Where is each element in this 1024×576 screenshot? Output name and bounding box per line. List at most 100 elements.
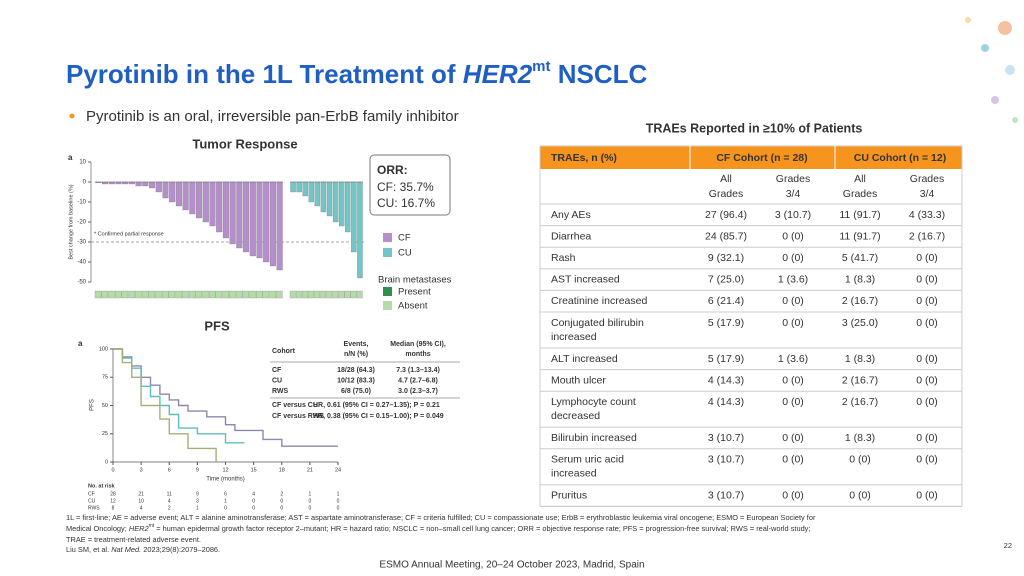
at-risk-value: 3 (196, 498, 199, 504)
table-cell: 0 (0) (916, 274, 938, 286)
x-tick-label: 15 (251, 467, 257, 473)
y-tick-label: 50 (102, 403, 108, 409)
row-label: ALT increased (551, 353, 618, 365)
table-subheader: Grades (776, 173, 810, 185)
bar (351, 181, 357, 253)
table-cell: 4 (14.3) (708, 396, 744, 408)
citation-part: Liu SM, et al. (66, 545, 111, 554)
brain-met-cell (148, 290, 155, 299)
y-tick-label: 100 (99, 346, 108, 352)
at-risk-value: 8 (112, 505, 115, 511)
brain-met-cell (326, 290, 333, 299)
at-risk-value: 0 (280, 505, 283, 511)
bar (263, 181, 270, 263)
km-curve (113, 348, 217, 462)
decor-dot (1012, 117, 1018, 123)
row-label: Rash (551, 252, 576, 264)
footnote: 1L = first-line; AE = adverse event; ALT… (66, 513, 816, 522)
brain-met-cell (128, 290, 135, 299)
x-tick-label: 0 (111, 467, 114, 473)
x-tick-label: 18 (279, 467, 285, 473)
table-cell: 0 (0) (916, 454, 938, 466)
panel-label: a (68, 153, 73, 162)
brain-met-cell (242, 290, 249, 299)
at-risk-value: 1 (224, 498, 227, 504)
bar (222, 181, 229, 239)
brain-met-cell (289, 290, 296, 299)
table-subheader: Grades (709, 188, 743, 200)
y-tick-label: -30 (77, 240, 86, 246)
at-risk-value: 0 (308, 498, 311, 504)
at-risk-value: 0 (337, 505, 340, 511)
brain-met-cell (229, 290, 236, 299)
table-cell: 0 (0) (782, 374, 804, 386)
table-cell: 0 (0) (782, 317, 804, 329)
title-part: mt (532, 58, 550, 75)
legend-label: Absent (398, 301, 428, 312)
table-cell: 3 (10.7) (708, 454, 744, 466)
panel-title: Tumor Response (192, 136, 297, 151)
orr-title: ORR: (377, 163, 408, 177)
bar (135, 181, 142, 187)
decor-dot (998, 21, 1012, 35)
slide-title: Pyrotinib in the 1L Treatment of HER2mt … (66, 58, 648, 89)
km-cell: 10/12 (83.3) (337, 377, 375, 384)
footnote-part: = human epidermal growth factor receptor… (154, 524, 810, 533)
legend-swatch (383, 301, 392, 310)
footnote: TRAE = treatment-related adverse event. (66, 535, 201, 544)
x-tick-label: 21 (307, 467, 313, 473)
km-comparison-label: CF versus CU (272, 402, 318, 409)
table-cell: 7 (25.0) (708, 274, 744, 286)
legend-label: Present (398, 287, 431, 298)
table-cell: 5 (17.9) (708, 353, 744, 365)
at-risk-value: 0 (252, 498, 255, 504)
km-cell: 3.0 (2.3–3.7) (398, 388, 438, 395)
bar (308, 181, 314, 203)
table-cell: 0 (0) (916, 295, 938, 307)
bar (209, 181, 216, 227)
brain-met-cell (222, 290, 229, 299)
brain-met-cell (235, 290, 243, 299)
y-axis-label: PFS (90, 399, 96, 411)
table-border (539, 145, 963, 507)
at-risk-value: 2 (280, 491, 283, 497)
x-tick-label: 3 (140, 467, 143, 473)
brain-met-cell (208, 290, 216, 299)
table-cell: 0 (0) (782, 295, 804, 307)
y-tick-label: 10 (79, 160, 86, 166)
bar (236, 181, 243, 249)
row-label: Serum uric acid (551, 454, 624, 466)
brain-met-cell (168, 290, 176, 299)
brain-met-cell (94, 290, 102, 299)
x-tick-label: 9 (196, 467, 199, 473)
bar (290, 181, 296, 193)
brain-met-cell (350, 290, 357, 299)
bar (357, 181, 363, 279)
at-risk-value: 6 (224, 491, 227, 497)
bullet-dot (69, 113, 75, 119)
bar (332, 181, 339, 223)
row-label: Lymphocyte count (551, 396, 636, 408)
citation-part: Nat Med. (111, 545, 141, 554)
at-risk-value: 1 (337, 491, 340, 497)
table-subheader: 3/4 (786, 188, 801, 200)
at-risk-value: 12 (110, 498, 116, 504)
at-risk-value: 1 (196, 505, 199, 511)
panel-title: PFS (204, 318, 230, 333)
table-subheader: All (720, 173, 732, 185)
km-cohort: CU (272, 377, 282, 384)
table-cell: 9 (32.1) (708, 252, 744, 264)
bar (169, 181, 176, 203)
table-cell: 2 (16.7) (842, 295, 878, 307)
table-cell: 0 (0) (782, 490, 804, 502)
x-tick-label: 24 (335, 467, 341, 473)
row-label: increased (551, 468, 597, 480)
table-cell: 5 (41.7) (842, 252, 878, 264)
table-cell: 24 (85.7) (705, 230, 747, 242)
row-label: increased (551, 331, 597, 343)
brain-met-cell (175, 290, 182, 299)
table-cell: 2 (16.7) (909, 230, 945, 242)
table-subheader: All (854, 173, 866, 185)
at-risk-value: 2 (168, 505, 171, 511)
bar (189, 181, 196, 215)
